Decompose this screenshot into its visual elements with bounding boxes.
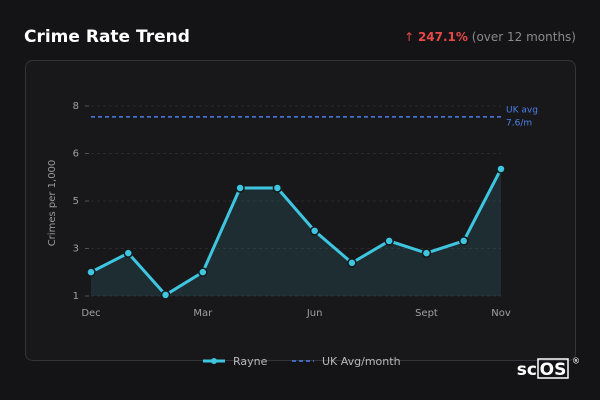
logo-left: sc (517, 360, 537, 380)
x-tick-label: Sept (415, 308, 438, 319)
legend-marker (211, 358, 217, 364)
legend-label[interactable]: Rayne (233, 355, 268, 368)
point (272, 183, 283, 193)
point (198, 267, 208, 277)
change-arrow: ↑ (404, 30, 414, 44)
y-axis-label: Crimes per 1,000 (47, 160, 58, 247)
y-tick-label: 8 (73, 101, 79, 112)
logo-mark: ® (572, 357, 580, 366)
logo-boxed: OS (540, 360, 567, 380)
area (91, 168, 501, 296)
point (123, 248, 134, 258)
title: Crime Rate Trend (24, 27, 190, 47)
legend-label[interactable]: UK Avg/month (322, 355, 401, 368)
reference-value-label: 7.6/m (506, 118, 532, 128)
change-badge: ↑ 247.1% (over 12 months) (404, 30, 576, 44)
x-tick-label: Jun (306, 308, 323, 319)
point (160, 290, 171, 300)
point (86, 267, 96, 277)
point (496, 164, 506, 174)
plot: 1 3 5 6 8 Dec Mar Jun Sept Nov UK avg 7.6/m (73, 101, 538, 319)
point (421, 248, 432, 258)
y-tick-label: 6 (73, 148, 79, 159)
x-tick-label: Dec (81, 308, 100, 319)
point (309, 226, 320, 236)
logo-box (537, 358, 569, 379)
y-tick-label: 1 (73, 291, 79, 302)
y-tick-label: 5 (73, 196, 79, 207)
x-tick-label: Nov (491, 308, 511, 319)
change-value: 247.1% (418, 30, 468, 44)
y-tick-label: 3 (73, 243, 79, 254)
x-tick-label: Mar (193, 308, 213, 319)
point (384, 236, 394, 246)
point (235, 183, 245, 193)
point (347, 258, 357, 268)
reference-label: UK avg (506, 105, 538, 115)
change-note: (over 12 months) (472, 30, 576, 44)
point (458, 236, 469, 246)
line (90, 168, 503, 297)
